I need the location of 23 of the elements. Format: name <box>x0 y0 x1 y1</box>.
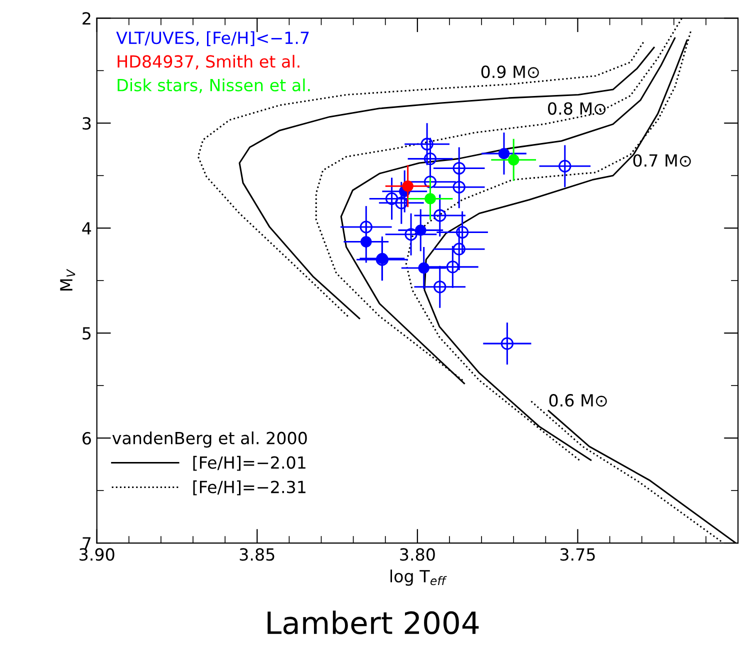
y-tick-label: 2 <box>82 12 90 24</box>
y-tick-label: 5 <box>82 327 91 340</box>
annotation: 0.9 M⊙ <box>481 65 539 78</box>
y-tick-label: 6 <box>82 432 91 445</box>
legend-title: vandenBerg et al. 2000 <box>112 431 307 448</box>
x-axis-title: log T$_{eff}$ <box>390 570 447 586</box>
y-tick-label: 4 <box>82 222 92 234</box>
y-axis-title: M$_{V}$ <box>60 268 76 290</box>
annotation: 0.6 M⊙ <box>549 394 607 407</box>
x-tick-label: 3.90 <box>80 548 114 561</box>
x-tick-label: 3.75 <box>560 548 595 561</box>
text: HD84937, Smith et al. <box>118 54 300 70</box>
text: Disk stars, Nissen et al. <box>118 78 310 94</box>
x-tick-label: 3.80 <box>400 548 435 561</box>
x-tick-label: 3.85 <box>240 548 274 561</box>
text: VLT/UVES, [Fe/H]<−1.7 <box>116 31 309 46</box>
legend-label: [Fe/H]=−2.01 <box>193 456 306 471</box>
y-tick-label: 3 <box>82 117 91 130</box>
annotation: 0.7 M⊙ <box>633 154 691 167</box>
text: Lambert 2004 <box>268 610 479 634</box>
annotation: 0.8 M⊙ <box>548 102 606 115</box>
legend-label: [Fe/H]=−2.31 <box>193 480 306 496</box>
y-tick-label: 7 <box>82 537 91 550</box>
